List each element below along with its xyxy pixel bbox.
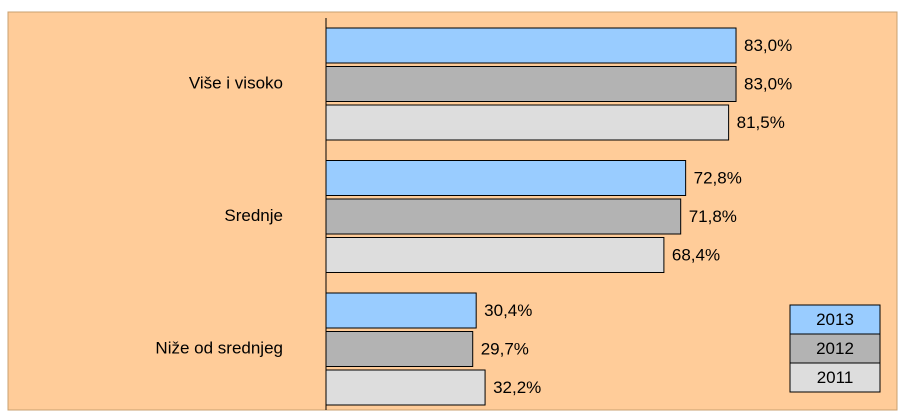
bar [325, 160, 687, 196]
legend-swatch [789, 362, 881, 393]
bar [325, 27, 737, 64]
bar [325, 292, 477, 329]
bar [325, 66, 737, 102]
legend-label: 2013 [816, 310, 854, 329]
value-label: 32,2% [493, 378, 541, 397]
value-label: 81,5% [737, 113, 785, 132]
bar [325, 198, 682, 235]
category-label: Više i visoko [189, 73, 283, 92]
bar [325, 104, 730, 141]
value-label: 30,4% [484, 301, 532, 320]
bar [325, 237, 665, 273]
category-label: Srednje [224, 206, 283, 225]
value-label: 83,0% [744, 36, 792, 55]
value-label: 83,0% [744, 74, 792, 93]
value-label: 72,8% [694, 168, 742, 187]
legend-label: 2011 [817, 368, 854, 387]
category-label: Niže od srednjeg [155, 338, 283, 357]
value-label: 71,8% [689, 207, 737, 226]
bar [325, 331, 474, 367]
legend-swatch [789, 304, 881, 335]
legend-label: 2012 [816, 339, 854, 358]
value-label: 68,4% [672, 245, 720, 264]
bar [325, 369, 486, 406]
value-label: 29,7% [481, 339, 529, 358]
